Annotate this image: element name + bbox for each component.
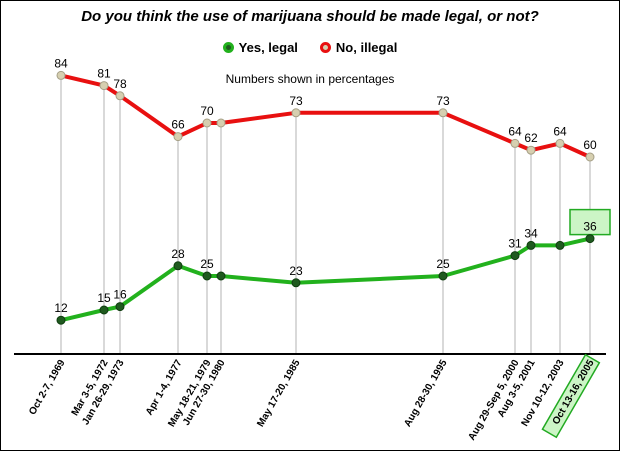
data-label-no-illegal: 64 xyxy=(553,124,567,138)
data-point-yes-legal xyxy=(438,271,448,281)
data-point-yes-legal xyxy=(585,234,595,244)
data-point-no-illegal xyxy=(173,132,183,142)
data-point-yes-legal xyxy=(291,278,301,288)
data-label-no-illegal: 70 xyxy=(200,104,214,118)
data-point-no-illegal xyxy=(216,118,226,128)
data-point-no-illegal xyxy=(202,118,212,128)
data-point-yes-legal xyxy=(216,271,226,281)
data-label-yes-legal: 12 xyxy=(54,301,68,315)
data-point-no-illegal xyxy=(438,108,448,118)
legend-item-yes: Yes, legal xyxy=(222,40,298,55)
data-label-yes-legal: 36 xyxy=(583,220,597,234)
data-point-no-illegal xyxy=(99,81,109,91)
data-point-yes-legal xyxy=(526,240,536,250)
data-point-no-illegal xyxy=(56,70,66,80)
legend-yes-marker xyxy=(222,42,234,53)
data-point-no-illegal xyxy=(526,145,536,155)
chart-legend: Yes, legal No, illegal xyxy=(0,40,620,55)
data-label-yes-legal: 16 xyxy=(113,288,127,302)
data-point-yes-legal xyxy=(173,261,183,271)
data-point-yes-legal xyxy=(555,240,565,250)
data-point-yes-legal xyxy=(510,251,520,261)
data-point-no-illegal xyxy=(291,108,301,118)
x-tick-label-group: Oct 2-7, 1969 xyxy=(27,358,68,417)
legend-item-no: No, illegal xyxy=(319,40,398,55)
x-tick-label-group: May 17-20, 1985 xyxy=(255,358,303,429)
data-label-no-illegal: 78 xyxy=(113,77,127,91)
legend-yes-label: Yes, legal xyxy=(238,40,298,55)
data-label-no-illegal: 60 xyxy=(583,138,597,152)
highlight-box xyxy=(569,208,611,236)
data-point-yes-legal xyxy=(99,305,109,315)
x-tick-label: Aug 28-30, 1995 xyxy=(402,358,450,429)
x-tick-label-group: Aug 28-30, 1995 xyxy=(402,358,450,429)
data-label-no-illegal: 84 xyxy=(54,56,68,70)
chart-subtitle: Numbers shown in percentages xyxy=(225,72,395,86)
x-tick-label: May 17-20, 1985 xyxy=(255,358,303,429)
data-label-yes-legal: 31 xyxy=(508,237,522,251)
data-point-no-illegal xyxy=(510,138,520,148)
series-line-yes-legal xyxy=(60,236,591,323)
data-point-yes-legal xyxy=(115,302,125,312)
data-point-no-illegal xyxy=(585,152,595,162)
data-label-no-illegal: 73 xyxy=(436,94,450,108)
data-label-no-illegal: 81 xyxy=(97,67,111,81)
data-point-yes-legal xyxy=(202,271,212,281)
data-label-yes-legal: 34 xyxy=(524,226,538,240)
series-line-no-illegal xyxy=(60,73,591,159)
data-point-no-illegal xyxy=(555,138,565,148)
x-tick-label: Oct 2-7, 1969 xyxy=(27,358,68,417)
data-label-no-illegal: 66 xyxy=(171,118,185,132)
legend-no-label: No, illegal xyxy=(335,40,398,55)
data-label-yes-legal: 25 xyxy=(200,257,214,271)
chart-title: Do you think the use of marijuana should… xyxy=(81,8,539,25)
data-label-yes-legal: 25 xyxy=(436,257,450,271)
data-label-no-illegal: 62 xyxy=(524,131,538,145)
data-point-no-illegal xyxy=(115,91,125,101)
data-label-yes-legal: 15 xyxy=(97,291,111,305)
data-label-no-illegal: 73 xyxy=(289,94,303,108)
legend-no-marker xyxy=(319,42,331,53)
data-label-no-illegal: 64 xyxy=(508,124,522,138)
data-label-yes-legal: 23 xyxy=(289,264,303,278)
data-point-yes-legal xyxy=(56,315,66,325)
data-label-yes-legal: 28 xyxy=(171,247,185,261)
highlight-tick-box xyxy=(541,353,601,439)
